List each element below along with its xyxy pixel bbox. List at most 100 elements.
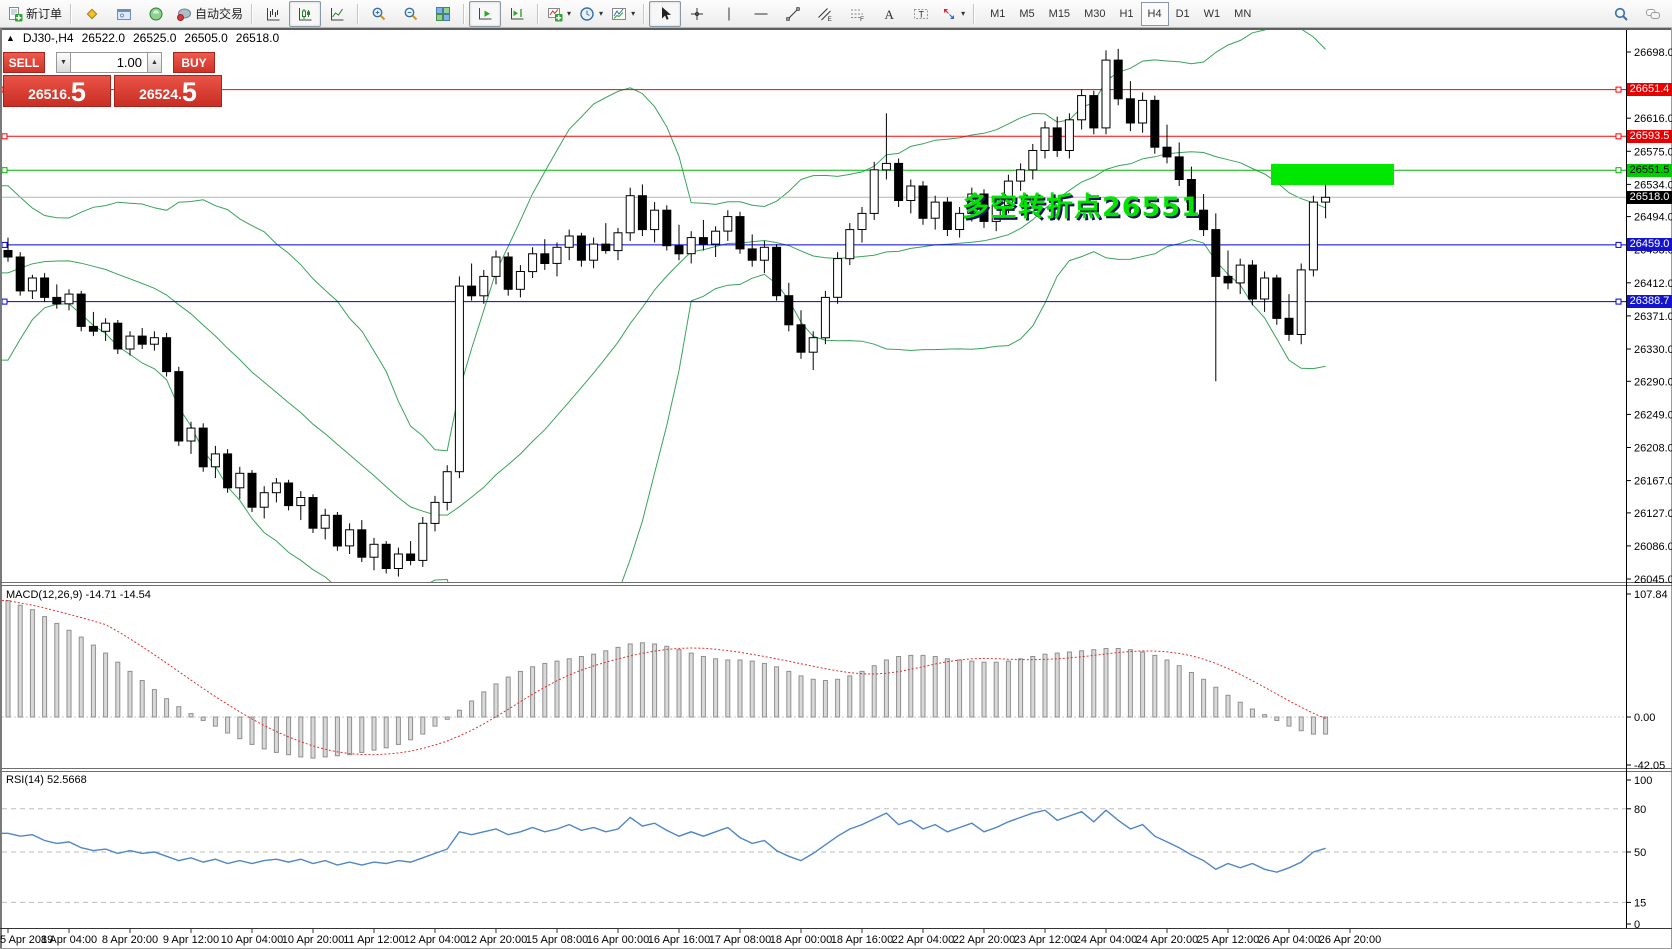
crosshair-icon: [691, 7, 704, 20]
svg-text:-42.05: -42.05: [1634, 760, 1665, 772]
toolbar-button-data-window[interactable]: [108, 1, 140, 27]
price-line-badge[interactable]: 26551.5: [1627, 163, 1672, 177]
buy-price-display[interactable]: 26524. 5: [114, 75, 222, 107]
timeframe-M5[interactable]: M5: [1019, 7, 1035, 20]
buy-button[interactable]: BUY: [173, 52, 215, 73]
toolbar-button-zoom-out[interactable]: [395, 1, 427, 27]
price-line-badge[interactable]: 26518.0: [1627, 190, 1672, 204]
svg-text:22 Apr 04:00: 22 Apr 04:00: [892, 934, 954, 946]
toolbar-button-label: 自动交易: [195, 7, 244, 21]
timeframe-MN[interactable]: MN: [1234, 7, 1252, 20]
svg-text:26086.0: 26086.0: [1634, 541, 1672, 553]
toolbar-button-arrows[interactable]: ▾: [937, 1, 969, 27]
close-value: 26518.0: [235, 31, 280, 45]
candlestick-icon: [299, 7, 312, 20]
timeframe-W1[interactable]: W1: [1203, 7, 1221, 20]
timeframe-M1[interactable]: M1: [990, 7, 1006, 20]
toolbar-button-candlestick[interactable]: [289, 0, 322, 27]
price-line-badge[interactable]: 26651.4: [1627, 83, 1672, 97]
buy-price-big-digit: 5: [181, 77, 197, 107]
svg-text:100: 100: [1634, 775, 1652, 787]
chat-icon: [1646, 8, 1660, 19]
toolbar-button-fibonacci[interactable]: F: [841, 1, 873, 27]
volume-decrease-button[interactable]: ▼: [56, 52, 71, 73]
market-watch-icon: [86, 8, 98, 19]
svg-text:0: 0: [1634, 919, 1640, 931]
chevron-down-icon: ▾: [631, 9, 636, 18]
toolbar-button-cursor[interactable]: [649, 0, 682, 27]
toolbar-button-navigator[interactable]: [140, 1, 172, 27]
sell-price-display[interactable]: 26516. 5: [3, 75, 111, 107]
price-lines: [1, 86, 1626, 305]
svg-text:23 Apr 12:00: 23 Apr 12:00: [1014, 934, 1076, 946]
timeframe-D1[interactable]: D1: [1175, 7, 1190, 20]
toolbar-button-hline[interactable]: [745, 1, 777, 27]
toolbar-button-period[interactable]: ▾: [575, 1, 607, 27]
rsi-label: RSI(14) 52.5668: [6, 774, 87, 786]
toolbar-button-channel[interactable]: E: [809, 1, 841, 27]
tile-windows-icon: [436, 6, 451, 21]
timeframe-M30[interactable]: M30: [1084, 7, 1106, 20]
toolbar-button-bar-chart[interactable]: [257, 1, 289, 27]
svg-text:12 Apr 20:00: 12 Apr 20:00: [465, 934, 527, 946]
price-line-badge[interactable]: 26593.5: [1627, 129, 1672, 143]
toolbar-button-autotrading[interactable]: 自动交易: [172, 1, 247, 27]
autotrading-icon: [177, 8, 192, 21]
toolbar-button-trendline[interactable]: [777, 1, 809, 27]
sell-price-big-digit: 5: [70, 77, 86, 107]
svg-text:26330.0: 26330.0: [1634, 344, 1672, 356]
toolbar-button-label: 新订单: [26, 7, 63, 21]
volume-increase-button[interactable]: ▲: [147, 52, 162, 73]
svg-text:26167.0: 26167.0: [1634, 476, 1672, 488]
svg-text:12 Apr 04:00: 12 Apr 04:00: [404, 934, 466, 946]
buy-price-dot: .: [178, 86, 182, 102]
main-toolbar: 新订单 自动交易 ▾ ▾ ▾ E F A T ▾ M1 M5 M15 M30 H1 H4 D1 W1 MN: [0, 0, 1672, 28]
svg-text:E: E: [828, 16, 833, 22]
toolbar-button-autoscroll[interactable]: [469, 0, 502, 27]
toolbar-button-tile-windows[interactable]: [427, 1, 459, 27]
svg-text:17 Apr 08:00: 17 Apr 08:00: [709, 934, 771, 946]
chevron-down-icon: ▾: [961, 9, 966, 18]
timeframe-H1[interactable]: H1: [1119, 7, 1134, 20]
svg-text:26534.0: 26534.0: [1634, 179, 1672, 191]
toolbar-separator: [973, 3, 976, 24]
collapse-arrow-icon[interactable]: ▲: [6, 33, 15, 43]
toolbar-button-crosshair[interactable]: [681, 1, 713, 27]
svg-text:26 Apr 20:00: 26 Apr 20:00: [1319, 934, 1381, 946]
highlight-rectangle[interactable]: [1271, 164, 1394, 185]
toolbar-button-chat[interactable]: [1637, 1, 1669, 27]
macd-histogram: [5, 600, 1329, 759]
svg-text:26494.0: 26494.0: [1634, 212, 1672, 224]
timeframe-H4[interactable]: H4: [1140, 1, 1169, 26]
price-line-badge[interactable]: 26459.0: [1627, 238, 1672, 252]
sell-button[interactable]: SELL: [3, 52, 45, 73]
svg-text:26616.0: 26616.0: [1634, 113, 1672, 125]
toolbar-button-text-label[interactable]: T: [905, 1, 937, 27]
line-chart-icon: [331, 7, 344, 20]
hline-icon: [754, 13, 768, 14]
toolbar-button-template[interactable]: ▾: [607, 1, 639, 27]
fibonacci-icon: F: [851, 9, 864, 22]
zoom-out-icon: [404, 7, 418, 20]
bollinger-bands: [2, 30, 1326, 582]
arrows-icon: [944, 8, 955, 19]
high-value: 26525.0: [133, 31, 177, 45]
timeframe-M15[interactable]: M15: [1048, 7, 1071, 20]
toolbar-button-new-order[interactable]: 新订单: [3, 1, 66, 27]
toolbar-button-indicators[interactable]: ▾: [543, 1, 575, 27]
toolbar-separator: [463, 3, 466, 24]
toolbar-button-line-chart[interactable]: [321, 1, 353, 27]
cursor-icon: [662, 6, 672, 20]
toolbar-button-zoom-in[interactable]: [363, 1, 395, 27]
svg-text:50: 50: [1634, 847, 1646, 859]
toolbar-button-chart-shift[interactable]: [501, 1, 533, 27]
svg-text:26698.0: 26698.0: [1634, 47, 1672, 59]
toolbar-button-market-watch[interactable]: [76, 1, 108, 27]
toolbar-button-vline[interactable]: [713, 1, 745, 27]
toolbar-button-search[interactable]: [1605, 1, 1637, 27]
svg-text:11 Apr 12:00: 11 Apr 12:00: [343, 934, 405, 946]
price-line-badge[interactable]: 26388.7: [1627, 295, 1672, 309]
toolbar-button-text[interactable]: A: [873, 1, 905, 27]
volume-input[interactable]: [71, 52, 147, 73]
